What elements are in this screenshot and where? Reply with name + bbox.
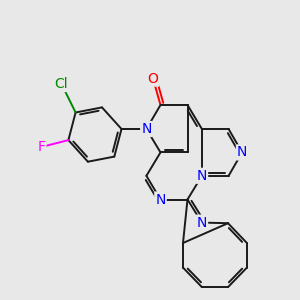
Text: N: N: [141, 122, 152, 136]
Text: N: N: [155, 193, 166, 206]
Text: N: N: [197, 216, 207, 230]
Text: O: O: [148, 72, 158, 86]
Text: F: F: [38, 140, 45, 154]
Text: N: N: [197, 169, 207, 183]
Text: Cl: Cl: [55, 77, 68, 91]
Text: N: N: [237, 146, 247, 159]
